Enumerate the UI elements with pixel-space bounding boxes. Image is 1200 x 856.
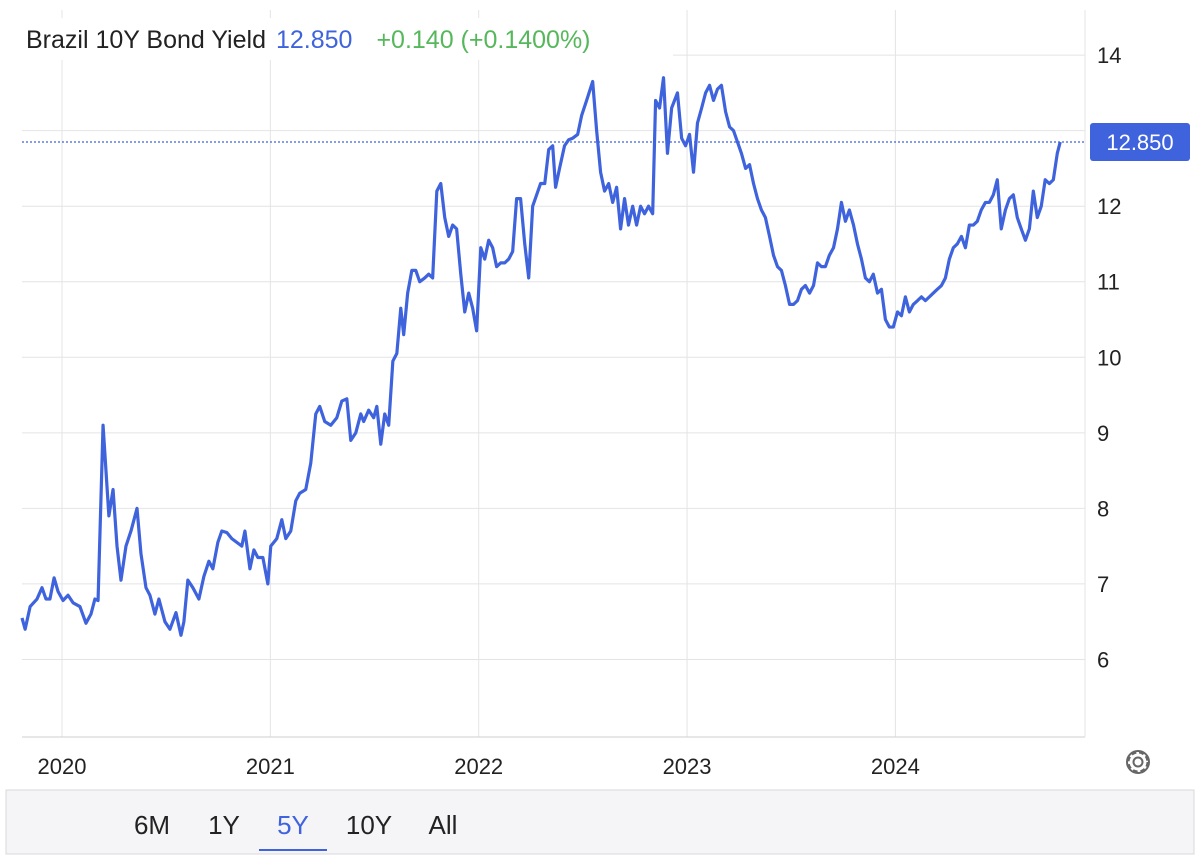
y-tick-label: 10: [1097, 345, 1121, 370]
x-tick-label: 2024: [871, 754, 920, 779]
x-tick-label: 2020: [38, 754, 87, 779]
range-button[interactable]: All: [429, 810, 458, 840]
range-bar: [5, 789, 1195, 855]
y-tick-label: 14: [1097, 43, 1121, 68]
range-button[interactable]: 6M: [134, 810, 170, 840]
y-tick-label: 6: [1097, 647, 1109, 672]
header-bg: [18, 18, 673, 60]
y-tick-label: 11: [1097, 270, 1120, 295]
range-button[interactable]: 1Y: [208, 810, 240, 840]
change: +0.140 (+0.1400%): [376, 26, 590, 54]
y-tick-label: 7: [1097, 572, 1109, 597]
last-value-box: [1090, 122, 1190, 161]
series-line: [20, 76, 1062, 637]
x-tick-label: 2022: [454, 754, 503, 779]
y-tick-label: 8: [1097, 496, 1109, 521]
y-tick-label: 9: [1097, 421, 1109, 446]
range-button[interactable]: 5Y: [277, 810, 309, 840]
last-value-label: 12.850: [1106, 130, 1173, 155]
y-tick-label: 12: [1097, 194, 1121, 219]
header: Brazil 10Y Bond Yield 12.850 +0.140 (+0.14…: [26, 26, 591, 54]
range-button[interactable]: 10Y: [346, 810, 392, 840]
x-tick-label: 2021: [246, 754, 295, 779]
x-tick-label: 2023: [663, 754, 712, 779]
settings-icon[interactable]: [1126, 750, 1150, 774]
current-value: 12.850: [276, 26, 352, 54]
title: Brazil 10Y Bond Yield: [26, 26, 266, 54]
